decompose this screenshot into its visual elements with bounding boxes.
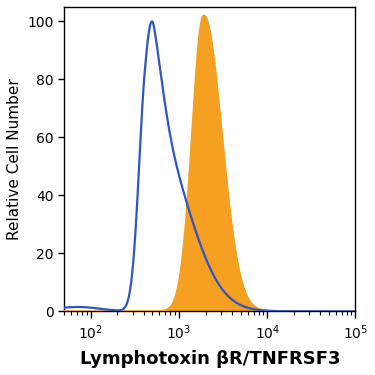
Y-axis label: Relative Cell Number: Relative Cell Number [7,78,22,240]
X-axis label: Lymphotoxin βR/TNFRSF3: Lymphotoxin βR/TNFRSF3 [80,350,340,368]
